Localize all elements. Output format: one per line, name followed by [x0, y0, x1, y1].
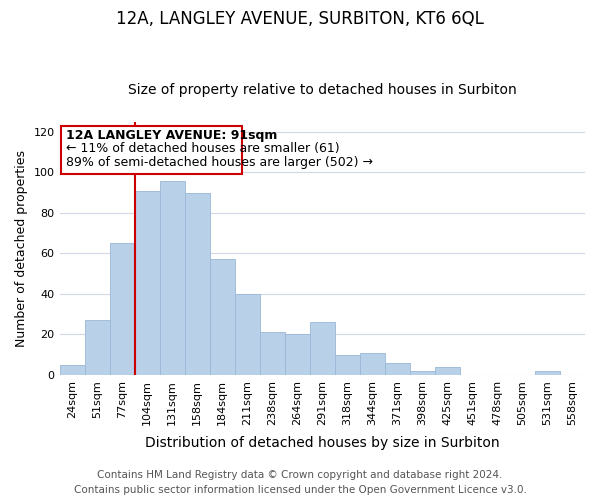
Bar	[61, 126, 242, 174]
Text: 12A LANGLEY AVENUE: 91sqm: 12A LANGLEY AVENUE: 91sqm	[66, 129, 277, 142]
Bar	[385, 363, 410, 375]
Text: Contains HM Land Registry data © Crown copyright and database right 2024.
Contai: Contains HM Land Registry data © Crown c…	[74, 470, 526, 495]
Bar	[85, 320, 110, 375]
Bar	[59, 365, 85, 375]
X-axis label: Distribution of detached houses by size in Surbiton: Distribution of detached houses by size …	[145, 436, 500, 450]
Bar	[535, 371, 560, 375]
Bar	[435, 367, 460, 375]
Bar	[260, 332, 285, 375]
Text: 12A, LANGLEY AVENUE, SURBITON, KT6 6QL: 12A, LANGLEY AVENUE, SURBITON, KT6 6QL	[116, 10, 484, 28]
Bar	[185, 192, 209, 375]
Bar	[235, 294, 260, 375]
Title: Size of property relative to detached houses in Surbiton: Size of property relative to detached ho…	[128, 83, 517, 97]
Text: 89% of semi-detached houses are larger (502) →: 89% of semi-detached houses are larger (…	[66, 156, 373, 169]
Bar	[360, 352, 385, 375]
Y-axis label: Number of detached properties: Number of detached properties	[15, 150, 28, 347]
Bar	[134, 190, 160, 375]
Bar	[310, 322, 335, 375]
Bar	[285, 334, 310, 375]
Text: ← 11% of detached houses are smaller (61): ← 11% of detached houses are smaller (61…	[66, 142, 340, 155]
Bar	[410, 371, 435, 375]
Bar	[209, 260, 235, 375]
Bar	[110, 244, 134, 375]
Bar	[160, 180, 185, 375]
Bar	[335, 354, 360, 375]
